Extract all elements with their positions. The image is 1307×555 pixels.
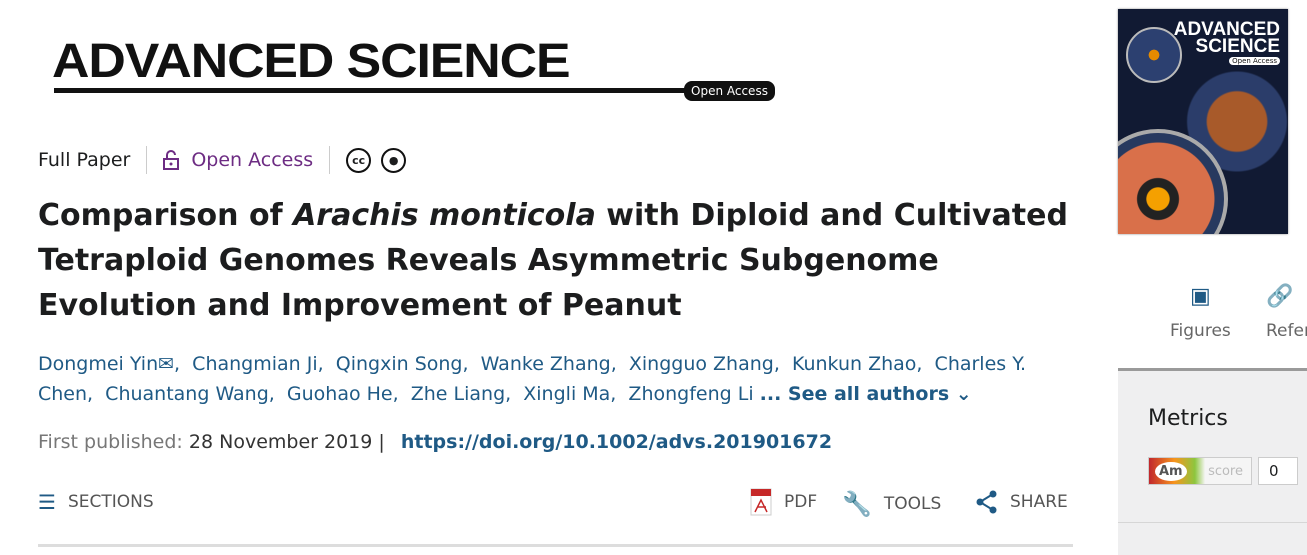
author-link[interactable]: Guohao He: [286, 383, 393, 405]
published-date: 28 November 2019: [188, 431, 373, 453]
see-all-text: ... See all authors: [759, 383, 950, 405]
divider: [1118, 522, 1307, 523]
link-icon: 🔗: [1266, 284, 1294, 309]
pdf-button[interactable]: PDF: [750, 488, 817, 516]
share-button[interactable]: SHARE: [976, 490, 1068, 514]
toolbar-divider: [38, 544, 1073, 547]
tab-label: Refer: [1266, 321, 1307, 341]
altmetric-logo: Am: [1155, 461, 1187, 481]
article-title: Comparison of Arachis monticola with Dip…: [38, 193, 1078, 328]
tab-label: Figures: [1170, 321, 1231, 341]
altmetric-donut: Am score: [1148, 457, 1252, 485]
image-icon: ▣: [1189, 284, 1211, 309]
author-link[interactable]: Chuantang Wang: [105, 383, 269, 405]
author-link[interactable]: Xingli Ma: [523, 383, 611, 405]
altmetric-badge[interactable]: Am score 0: [1148, 457, 1298, 485]
chevron-down-icon: ⌄: [955, 383, 972, 405]
doi-link[interactable]: https://doi.org/10.1002/advs.201901672: [400, 431, 833, 453]
cc-icon[interactable]: cc: [346, 147, 372, 173]
sections-label: SECTIONS: [67, 492, 154, 512]
cover-badge: Open Access: [1229, 57, 1280, 65]
author-link[interactable]: Charles Y. Chen: [38, 353, 1027, 405]
article-toolbar: ☰ SECTIONS PDF 🔧 TOOLS SHARE: [38, 488, 1073, 520]
author-list: Dongmei Yin✉, Changmian Ji, Qingxin Song…: [38, 353, 1027, 405]
email-icon[interactable]: ✉: [158, 353, 175, 375]
author-link[interactable]: Qingxin Song: [335, 353, 463, 375]
see-all-authors-button[interactable]: ... See all authors ⌄: [760, 383, 972, 405]
sidebar-tabs: ▣ Figures 🔗 Refer: [1118, 280, 1307, 370]
title-text: with Diploid and Cultivated Tetraploid G…: [38, 198, 1068, 323]
list-icon: ☰: [38, 490, 56, 514]
separator: |: [378, 431, 385, 453]
title-italic: Arachis monticola: [293, 198, 596, 233]
open-access-text: Open Access: [191, 149, 314, 171]
sections-button[interactable]: ☰ SECTIONS: [38, 490, 154, 514]
unlock-icon: [163, 150, 180, 170]
divider: [329, 146, 331, 174]
cover-title: ADVANCED SCIENCE: [1173, 19, 1280, 57]
author-link[interactable]: Zhe Liang: [410, 383, 506, 405]
tab-figures[interactable]: ▣ Figures: [1170, 284, 1231, 341]
article-type: Full Paper: [38, 149, 131, 171]
metrics-title: Metrics: [1148, 406, 1228, 431]
open-access-label: Open Access: [163, 149, 313, 171]
published-label: First published:: [38, 431, 183, 453]
altmetric-score-label: score: [1208, 463, 1243, 479]
pdf-icon: [750, 488, 772, 516]
pdf-label: PDF: [784, 492, 818, 512]
tools-button[interactable]: 🔧 TOOLS: [842, 490, 941, 518]
author-link[interactable]: Changmian Ji: [192, 353, 318, 375]
journal-logo-text: ADVANCED SCIENCE: [52, 35, 571, 88]
cover-art: [1118, 129, 1228, 234]
article-meta-row: Full Paper Open Access cc ●: [38, 146, 416, 174]
author-link[interactable]: Wanke Zhang: [480, 353, 611, 375]
journal-cover-image[interactable]: ADVANCED SCIENCE Open Access: [1118, 9, 1288, 234]
wrench-icon: 🔧: [842, 490, 872, 518]
tab-references[interactable]: 🔗 Refer: [1266, 284, 1307, 341]
journal-logo[interactable]: ADVANCED SCIENCE Open Access: [52, 34, 776, 101]
metrics-panel: Metrics Am score 0: [1118, 368, 1307, 555]
author-link[interactable]: Zhongfeng Li: [628, 383, 754, 405]
publication-info: First published: 28 November 2019 | http…: [38, 431, 832, 453]
tools-label: TOOLS: [883, 494, 942, 514]
logo-rule: [54, 88, 686, 93]
author-link[interactable]: Dongmei Yin: [38, 353, 159, 375]
divider: [146, 146, 148, 174]
by-icon[interactable]: ●: [381, 147, 407, 173]
author-link[interactable]: Kunkun Zhao: [791, 353, 917, 375]
logo-open-access-badge: Open Access: [684, 81, 775, 101]
share-icon: [976, 490, 997, 514]
cover-art: [1126, 27, 1182, 83]
altmetric-score: 0: [1258, 457, 1298, 485]
share-label: SHARE: [1010, 492, 1068, 512]
author-link[interactable]: Xingguo Zhang: [628, 353, 774, 375]
title-text: Comparison of: [38, 198, 294, 233]
